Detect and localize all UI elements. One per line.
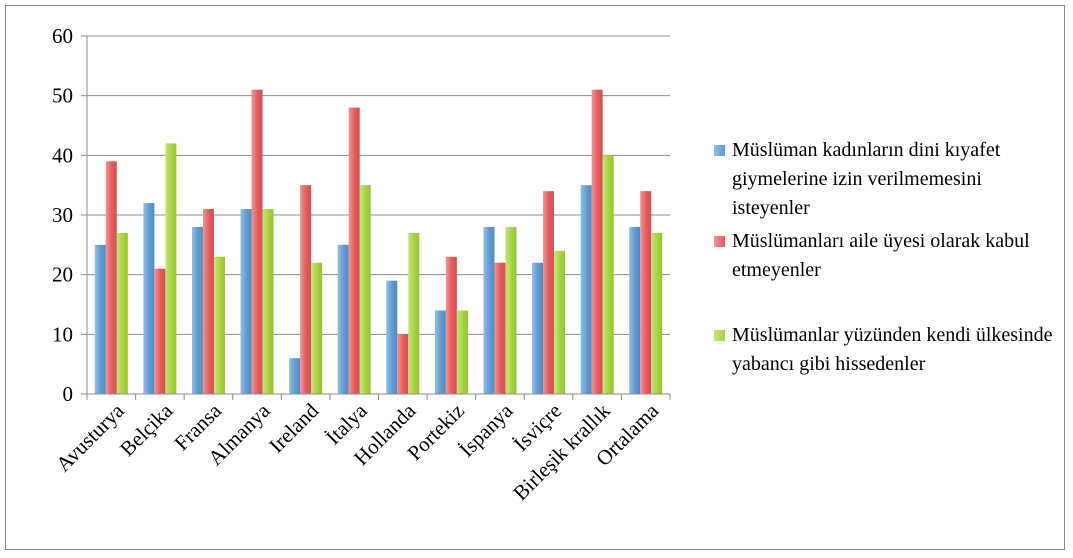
bar-series-3 xyxy=(505,226,517,394)
legend-item-series-1: Müslüman kadınların dini kıyafet giymele… xyxy=(708,136,1058,223)
bar-series-3 xyxy=(554,250,566,394)
bar-series-2 xyxy=(154,268,166,394)
legend-item-series-3: Müslümanlar yüzünden kendi ülkesinde yab… xyxy=(708,321,1058,379)
bar-series-2 xyxy=(251,89,263,394)
bar-series-1 xyxy=(94,244,106,394)
bar-series-2 xyxy=(543,191,555,394)
y-tick-label: 30 xyxy=(52,203,73,227)
legend-swatch-series-2 xyxy=(714,236,725,247)
bar-series-1 xyxy=(532,262,544,394)
bar-series-2 xyxy=(348,107,360,394)
legend-swatch-series-1 xyxy=(714,145,725,156)
chart-frame xyxy=(5,5,1065,550)
bar-series-2 xyxy=(640,191,652,394)
bar-series-3 xyxy=(213,256,225,394)
bar-series-1 xyxy=(580,185,592,394)
bar-series-1 xyxy=(434,310,446,394)
gridlines xyxy=(81,35,670,395)
bar-series-3 xyxy=(262,209,274,394)
axes xyxy=(86,36,671,400)
x-tick-label: Avusturya xyxy=(51,398,129,476)
bar-series-2 xyxy=(494,262,506,394)
legend-label-series-1: Müslüman kadınların dini kıyafet giymele… xyxy=(732,139,1001,219)
bar-series-2 xyxy=(300,185,312,394)
bar-series-2 xyxy=(105,161,117,394)
bar-series-2 xyxy=(397,334,409,394)
y-tick-label: 40 xyxy=(52,143,73,167)
bar-series-1 xyxy=(240,209,252,394)
bar-series-1 xyxy=(337,244,349,394)
bar-series-3 xyxy=(456,310,468,394)
bars xyxy=(94,89,663,394)
y-tick-label: 10 xyxy=(52,322,73,346)
x-tick-label: İspanya xyxy=(454,398,518,462)
legend-label-series-2: Müslümanları aile üyesi olarak kabul etm… xyxy=(732,230,1030,281)
bar-series-3 xyxy=(408,232,420,394)
x-tick-label: Belçika xyxy=(115,398,178,461)
y-tick-label: 0 xyxy=(63,382,74,406)
bar-series-1 xyxy=(143,203,155,394)
bar-series-2 xyxy=(591,89,603,394)
bar-series-1 xyxy=(386,280,398,394)
bar-series-3 xyxy=(602,155,614,394)
bar-series-2 xyxy=(445,256,457,394)
x-tick-label: Ireland xyxy=(264,398,323,457)
bar-series-3 xyxy=(359,185,371,394)
legend: Müslüman kadınların dini kıyafet giymele… xyxy=(708,136,1058,379)
bar-series-1 xyxy=(483,226,495,394)
bar-series-3 xyxy=(311,262,323,394)
legend-item-series-2: Müslümanları aile üyesi olarak kabul etm… xyxy=(708,227,1058,285)
y-tick-label: 60 xyxy=(52,24,73,48)
y-tick-label: 50 xyxy=(52,84,73,108)
legend-swatch-series-3 xyxy=(714,330,725,341)
bar-series-3 xyxy=(165,143,177,394)
bar-series-3 xyxy=(651,232,663,394)
bar-series-1 xyxy=(629,226,641,394)
bar-series-2 xyxy=(202,209,214,394)
legend-label-series-3: Müslümanlar yüzünden kendi ülkesinde yab… xyxy=(732,324,1053,375)
y-tick-label: 20 xyxy=(52,263,73,287)
bar-series-3 xyxy=(116,232,128,394)
bar-series-1 xyxy=(191,226,203,394)
bar-series-1 xyxy=(289,358,301,394)
